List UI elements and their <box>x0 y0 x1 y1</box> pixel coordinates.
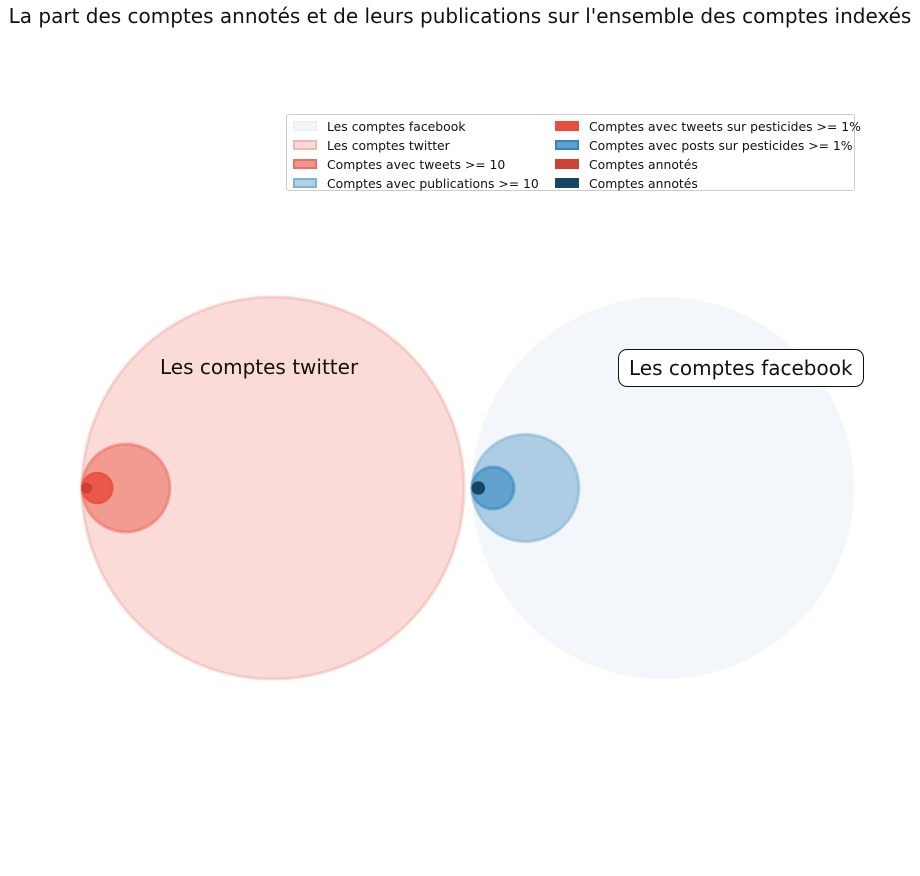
bubble-annotes-twitter <box>82 483 92 493</box>
group-label-facebook: Les comptes facebook <box>618 349 864 387</box>
legend-label-annotes-facebook: Comptes annotés <box>589 176 698 191</box>
legend-swatch-twitter <box>293 140 317 150</box>
legend-label-tweets-10: Comptes avec tweets >= 10 <box>327 157 505 172</box>
legend-label-facebook: Les comptes facebook <box>327 119 466 134</box>
legend-swatch-publications-10 <box>293 178 317 188</box>
legend-swatch-facebook <box>293 121 317 131</box>
legend-item-annotes-twitter: Comptes annotés <box>555 155 698 173</box>
legend-swatch-annotes-twitter <box>555 159 579 169</box>
legend-item-tweets-pesticides: Comptes avec tweets sur pesticides >= 1% <box>555 117 861 135</box>
legend-item-tweets-10: Comptes avec tweets >= 10 <box>293 155 505 173</box>
legend-item-facebook: Les comptes facebook <box>293 117 466 135</box>
legend-swatch-tweets-pesticides <box>555 121 579 131</box>
legend-label-publications-10: Comptes avec publications >= 10 <box>327 176 539 191</box>
legend-label-posts-pesticides: Comptes avec posts sur pesticides >= 1% <box>589 138 853 153</box>
legend-item-twitter: Les comptes twitter <box>293 136 450 154</box>
legend-label-annotes-twitter: Comptes annotés <box>589 157 698 172</box>
legend: Les comptes facebook Les comptes twitter… <box>286 114 855 191</box>
bubble-annotes-facebook <box>472 482 485 495</box>
legend-label-twitter: Les comptes twitter <box>327 138 450 153</box>
legend-item-annotes-facebook: Comptes annotés <box>555 174 698 192</box>
legend-item-publications-10: Comptes avec publications >= 10 <box>293 174 539 192</box>
legend-swatch-posts-pesticides <box>555 140 579 150</box>
legend-swatch-tweets-10 <box>293 159 317 169</box>
legend-label-tweets-pesticides: Comptes avec tweets sur pesticides >= 1% <box>589 119 861 134</box>
legend-swatch-annotes-facebook <box>555 178 579 188</box>
legend-item-posts-pesticides: Comptes avec posts sur pesticides >= 1% <box>555 136 853 154</box>
group-label-twitter: Les comptes twitter <box>160 355 358 379</box>
